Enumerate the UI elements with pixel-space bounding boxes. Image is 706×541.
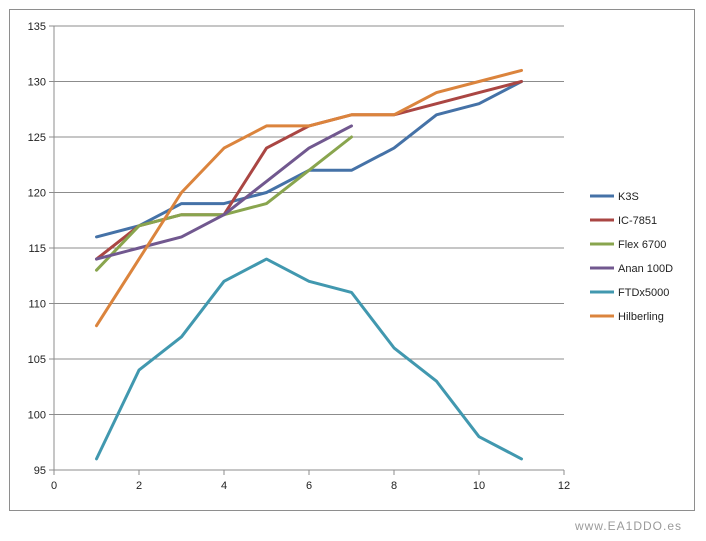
gridlines bbox=[54, 25, 564, 471]
series-line-ftdx5000 bbox=[95, 257, 523, 461]
x-tick-label: 6 bbox=[306, 480, 312, 492]
chart-frame: 95 100 105 110 115 120 125 130 135 0 2 4 6 8 10 12 K3S I… bbox=[9, 9, 695, 511]
x-tick-label: 12 bbox=[558, 480, 570, 492]
legend-label-anan-100d: Anan 100D bbox=[618, 263, 673, 275]
line-chart: 95 100 105 110 115 120 125 130 135 0 2 4 6 8 10 12 K3S I… bbox=[28, 21, 673, 492]
y-tick-label: 110 bbox=[28, 299, 46, 311]
x-tick-label: 10 bbox=[473, 480, 485, 492]
y-tick-label: 115 bbox=[28, 243, 46, 255]
x-tick-label: 8 bbox=[391, 480, 397, 492]
x-tick-label: 2 bbox=[136, 480, 142, 492]
legend-label-flex-6700: Flex 6700 bbox=[618, 239, 666, 251]
axes: 95 100 105 110 115 120 125 130 135 0 2 4 6 8 10 12 bbox=[28, 21, 570, 492]
legend-label-ftdx5000: FTDx5000 bbox=[618, 287, 669, 299]
y-tick-label: 135 bbox=[28, 21, 46, 33]
series-lines bbox=[95, 68, 523, 461]
legend-label-k3s: K3S bbox=[618, 191, 639, 203]
x-tick-label: 0 bbox=[51, 480, 57, 492]
series-line-k3s bbox=[95, 80, 523, 239]
legend-label-hilberling: Hilberling bbox=[618, 311, 664, 323]
legend-label-ic-7851: IC-7851 bbox=[618, 215, 657, 227]
series-line-anan-100d bbox=[95, 124, 353, 261]
y-tick-label: 95 bbox=[34, 465, 46, 477]
y-tick-label: 100 bbox=[28, 410, 46, 422]
y-tick-label: 130 bbox=[28, 77, 46, 89]
series-line-hilberling bbox=[95, 68, 523, 328]
legend: K3S IC-7851 Flex 6700 Anan 100D FTDx5000 Hilb… bbox=[590, 191, 673, 323]
x-tick-label: 4 bbox=[221, 480, 227, 492]
y-tick-label: 105 bbox=[28, 354, 46, 366]
y-tick-label: 120 bbox=[28, 188, 46, 200]
y-tick-label: 125 bbox=[28, 132, 46, 144]
watermark: www.EA1DDO.es bbox=[574, 519, 682, 533]
